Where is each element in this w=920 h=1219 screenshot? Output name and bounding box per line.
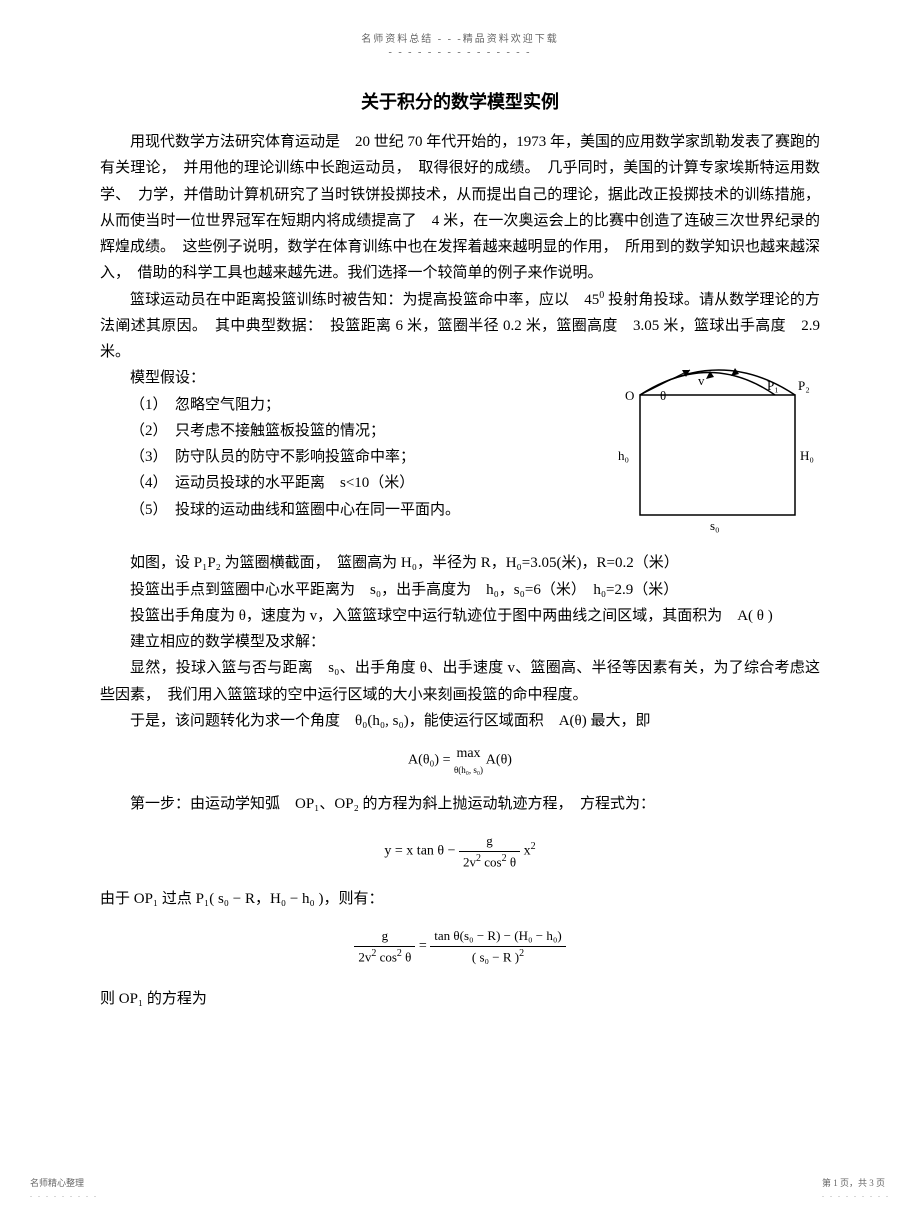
header-text: 名师资料总结 - - -精品资料欢迎下载 bbox=[361, 34, 559, 45]
diagram-theta-label: θ bbox=[660, 388, 666, 403]
body-content: 用现代数学方法研究体育运动是 20 世纪 70 年代开始的，1973 年，美国的… bbox=[100, 129, 820, 1012]
diagram-O-label: O bbox=[625, 388, 634, 403]
paragraph-4: 投篮出手点到篮圈中心水平距离为 s₀，出手高度为 h₀，s₀=6（米） h₀=2… bbox=[100, 577, 820, 603]
f3-rnum: tan θ(s₀ − R) − (H₀ − h₀) bbox=[430, 927, 565, 946]
f2-num: g bbox=[459, 832, 520, 851]
paragraph-3: 如图，设 P₁P₂ 为篮圈横截面， 篮圈高为 H₀，半径为 R，H₀=3.05(… bbox=[100, 550, 820, 576]
diagram-P2-label: P₂ bbox=[798, 378, 810, 393]
formula-2: y = x tan θ − g 2v2 cos2 θ x2 bbox=[100, 832, 820, 871]
diagram-P1-label: P₁ bbox=[767, 378, 779, 393]
footer-right-text: 第 1 页，共 3 页 bbox=[822, 1178, 885, 1188]
f3-lden-c: θ bbox=[402, 949, 411, 964]
header-dots: - - - - - - - - - - - - - - - bbox=[100, 47, 820, 58]
paragraph-1: 用现代数学方法研究体育运动是 20 世纪 70 年代开始的，1973 年，美国的… bbox=[100, 129, 820, 287]
f3-rden-a: ( s₀ − R ) bbox=[472, 949, 519, 964]
page-header: 名师资料总结 - - -精品资料欢迎下载 bbox=[100, 30, 820, 45]
paragraph-10: 由于 OP₁ 过点 P₁( s₀ − R，H₀ − h₀ )，则有： bbox=[100, 886, 820, 912]
page-title: 关于积分的数学模型实例 bbox=[100, 88, 820, 114]
f3-lden-a: 2v bbox=[358, 949, 371, 964]
paragraph-11: 则 OP₁ 的方程为 bbox=[100, 986, 820, 1012]
footer-right: 第 1 页，共 3 页 . . . . . . . . . bbox=[822, 1176, 890, 1199]
f2-left: y = x tan θ − bbox=[384, 844, 459, 859]
f1-max: max bbox=[454, 744, 483, 764]
f3-lnum: g bbox=[354, 927, 415, 946]
trajectory-diagram: O v θ P₁ P₂ h₀ H₀ s₀ bbox=[610, 365, 820, 540]
f2-den-c: θ bbox=[507, 854, 516, 869]
footer-left-text: 名师精心整理 bbox=[30, 1178, 84, 1188]
diagram-v-label: v bbox=[698, 373, 705, 388]
paragraph-9: 第一步：由运动学知弧 OP₁、OP₂ 的方程为斜上抛运动轨迹方程， 方程式为： bbox=[100, 791, 820, 817]
diagram-h0-label: h₀ bbox=[618, 448, 629, 463]
f3-lden-b: cos bbox=[376, 949, 397, 964]
f2-den-b: cos bbox=[481, 854, 502, 869]
f2-right: x bbox=[524, 844, 531, 859]
diagram-H0-label: H₀ bbox=[800, 448, 814, 463]
diagram-container: O v θ P₁ P₂ h₀ H₀ s₀ bbox=[610, 365, 820, 540]
formula-1: A(θ₀) = max θ(h₀, s₀) A(θ) bbox=[100, 744, 820, 776]
paragraph-7: 显然，投球入篮与否与距离 s₀、出手角度 θ、出手速度 v、篮圈高、半径等因素有… bbox=[100, 655, 820, 708]
paragraph-2: 篮球运动员在中距离投篮训练时被告知：为提高投篮命中率，应以 450 投射角投球。… bbox=[100, 287, 820, 366]
f2-den-a: 2v bbox=[463, 854, 476, 869]
f1-under: θ(h₀, s₀) bbox=[454, 764, 483, 777]
p2-part-a: 篮球运动员在中距离投篮训练时被告知：为提高投篮命中率，应以 45 bbox=[130, 292, 599, 308]
diagram-s0-label: s₀ bbox=[710, 518, 720, 533]
f1-left: A(θ₀) = bbox=[408, 752, 454, 767]
footer-left-dots: . . . . . . . . . bbox=[30, 1190, 98, 1199]
footer-right-dots: . . . . . . . . . bbox=[822, 1190, 890, 1199]
footer-left: 名师精心整理 . . . . . . . . . bbox=[30, 1176, 98, 1199]
paragraph-6: 建立相应的数学模型及求解： bbox=[100, 629, 820, 655]
f3-eq: = bbox=[419, 939, 430, 954]
formula-3: g 2v2 cos2 θ = tan θ(s₀ − R) − (H₀ − h₀)… bbox=[100, 927, 820, 966]
paragraph-8: 于是，该问题转化为求一个角度 θ₀(h₀, s₀)，能使运行区域面积 A(θ) … bbox=[100, 708, 820, 734]
paragraph-5: 投篮出手角度为 θ，速度为 v，入篮篮球空中运行轨迹位于图中两曲线之间区域，其面… bbox=[100, 603, 820, 629]
f1-right: A(θ) bbox=[486, 752, 512, 767]
